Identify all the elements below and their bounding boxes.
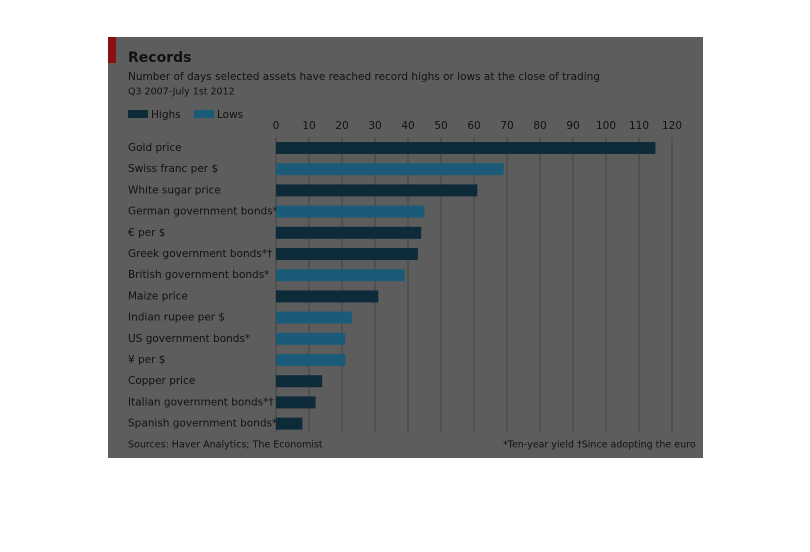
y-tick-label: Indian rupee per $: [128, 312, 225, 324]
bar: [276, 417, 303, 430]
chart-title: Records: [128, 50, 191, 66]
legend-label: Highs: [151, 109, 181, 121]
bar: [276, 184, 478, 197]
subtitle: Number of days selected assets have reac…: [128, 71, 600, 83]
accent-bar: [108, 37, 116, 63]
x-tick-label: 30: [368, 120, 381, 132]
y-tick-label: Greek government bonds*†: [128, 248, 272, 260]
y-tick-label: Gold price: [128, 142, 182, 154]
x-tick-label: 60: [467, 120, 480, 132]
x-tick-label: 40: [401, 120, 414, 132]
legend-swatch: [128, 110, 148, 118]
y-tick-label: ¥ per $: [128, 354, 165, 366]
y-tick-label: Swiss franc per $: [128, 163, 218, 175]
y-tick-label: Spanish government bonds*†: [128, 418, 283, 430]
y-tick-label: German government bonds*: [128, 206, 278, 218]
chart-panel: [108, 37, 703, 458]
x-tick-label: 110: [629, 120, 649, 132]
bar: [276, 290, 379, 303]
x-tick-label: 80: [533, 120, 546, 132]
bar: [276, 248, 418, 260]
period: Q3 2007-July 1st 2012: [128, 87, 235, 98]
x-tick-label: 10: [302, 120, 315, 132]
bar: [276, 332, 346, 345]
y-tick-label: Copper price: [128, 375, 195, 387]
x-tick-label: 50: [434, 120, 447, 132]
legend-label: Lows: [217, 109, 243, 121]
y-tick-label: White sugar price: [128, 184, 221, 196]
x-tick-label: 120: [662, 120, 682, 132]
x-tick-label: 20: [335, 120, 348, 132]
note: *Ten-year yield: [503, 440, 574, 451]
x-tick-label: 70: [500, 120, 513, 132]
x-tick-label: 90: [566, 120, 579, 132]
y-tick-label: € per $: [128, 227, 165, 239]
bar: [276, 311, 352, 324]
x-tick-label: 100: [596, 120, 616, 132]
bar: [276, 375, 323, 388]
y-tick-label: British government bonds*: [128, 269, 269, 281]
source: Sources: Haver Analytics; The Economist: [128, 440, 323, 451]
bar: [276, 354, 346, 366]
bar: [276, 205, 425, 218]
bar: [276, 163, 504, 176]
bar: [276, 226, 422, 239]
y-tick-label: Italian government bonds*†: [128, 396, 274, 408]
y-tick-label: US government bonds*: [128, 333, 250, 345]
note: †Since adopting the euro: [577, 440, 696, 451]
bar: [276, 396, 316, 409]
bar: [276, 269, 405, 282]
x-tick-label: 0: [273, 120, 280, 132]
bar: [276, 142, 656, 154]
legend-swatch: [194, 110, 214, 118]
y-tick-label: Maize price: [128, 290, 188, 302]
